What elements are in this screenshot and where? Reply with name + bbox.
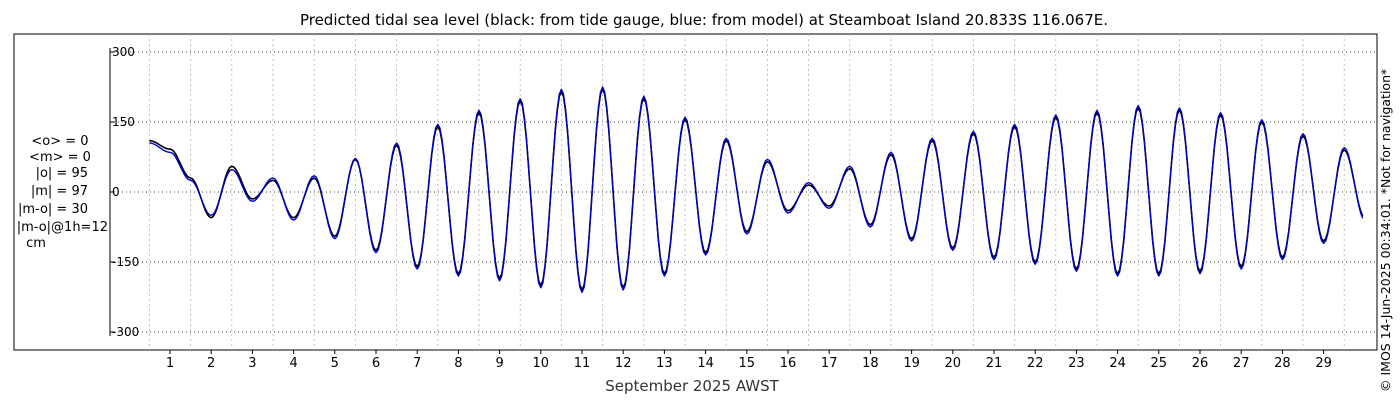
x-tick-label: 25	[1151, 356, 1168, 371]
x-tick-label: 26	[1192, 356, 1209, 371]
x-tick-label: 2	[207, 356, 215, 371]
x-tick-label: 4	[289, 356, 297, 371]
x-tick-label: 10	[533, 356, 550, 371]
x-tick-label: 19	[903, 356, 920, 371]
stat-abs-diff-1h: |m-o|@1h=12	[16, 220, 108, 235]
x-tick-label: 28	[1274, 356, 1291, 371]
stat-abs-model: |m| = 97	[30, 184, 88, 199]
x-tick-label: 21	[986, 356, 1003, 371]
stat-mean-model: <m> = 0	[29, 150, 91, 165]
y-tick-label: 300	[112, 45, 135, 59]
stat-unit: cm	[26, 236, 46, 251]
series-layer	[149, 86, 1364, 293]
x-tick-label: 20	[945, 356, 962, 371]
y-axis: 300 150 0 -150 -300	[109, 45, 139, 339]
x-tick-label: 15	[739, 356, 756, 371]
x-tick-label: 17	[821, 356, 838, 371]
x-tick-label: 27	[1233, 356, 1250, 371]
x-tick-label: 12	[615, 356, 632, 371]
x-tick-label: 8	[454, 356, 462, 371]
stat-abs-obs: |o| = 95	[35, 166, 88, 181]
chart-title: Predicted tidal sea level (black: from t…	[300, 11, 1108, 29]
x-tick-label: 5	[331, 356, 339, 371]
x-tick-label: 7	[413, 356, 421, 371]
x-tick-label: 11	[574, 356, 591, 371]
x-tick-label: 13	[656, 356, 673, 371]
x-tick-label: 16	[780, 356, 797, 371]
x-tick-label: 14	[697, 356, 714, 371]
x-tick-label: 9	[495, 356, 503, 371]
x-tick-label: 22	[1027, 356, 1044, 371]
x-tick-label: 6	[372, 356, 380, 371]
x-tick-label: 18	[862, 356, 879, 371]
y-tick-label: -150	[112, 255, 139, 269]
x-axis: 1 2 3 4 5 6 7 8 9 10 11 12 13 14 15 16 17 18 19 20 21 22 23 24 2…	[166, 350, 1332, 371]
y-tick-label: 150	[112, 115, 135, 129]
x-tick-label: 29	[1315, 356, 1332, 371]
series-line-model	[149, 86, 1364, 293]
x-tick-label: 23	[1068, 356, 1085, 371]
credit-notice: © IMOS 14-Jun-2025 00:34:01. *Not for na…	[1378, 68, 1393, 392]
x-tick-label: 24	[1109, 356, 1126, 371]
y-tick-label: -300	[112, 325, 139, 339]
x-tick-label: 3	[248, 356, 256, 371]
stat-abs-diff: |m-o| = 30	[17, 202, 88, 217]
x-axis-label: September 2025 AWST	[605, 377, 779, 395]
stat-mean-obs: <o> = 0	[31, 134, 89, 149]
y-tick-label: 0	[112, 185, 120, 199]
x-tick-label: 1	[166, 356, 174, 371]
